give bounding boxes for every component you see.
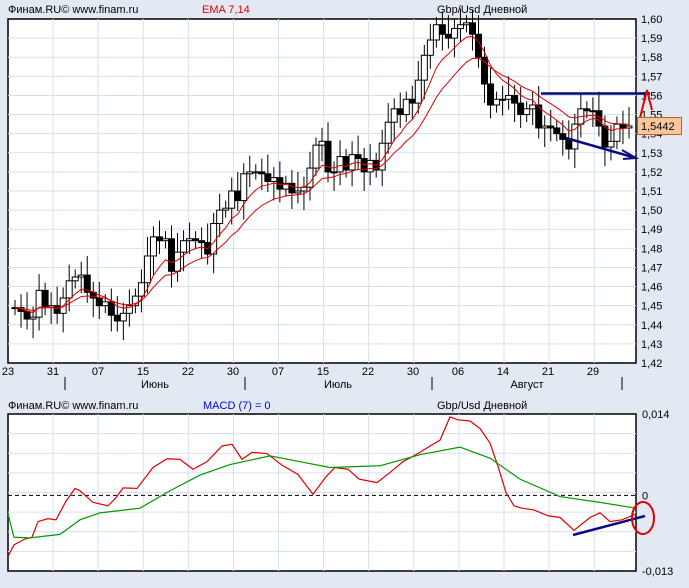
svg-text:14: 14 [497,366,509,378]
svg-text:30: 30 [227,366,239,378]
svg-text:0: 0 [642,490,648,502]
svg-text:1,47: 1,47 [641,262,662,274]
svg-text:31: 31 [47,366,59,378]
svg-text:1,59: 1,59 [641,33,662,45]
svg-text:1,49: 1,49 [641,224,662,236]
brand-label-top: Финам.RU© www.finam.ru [8,4,139,16]
svg-text:23: 23 [2,366,14,378]
svg-text:Август: Август [510,379,543,391]
svg-text:15: 15 [317,366,329,378]
svg-text:22: 22 [182,366,194,378]
current-price-tag: 1,5442 [637,117,682,135]
svg-text:Июль: Июль [324,379,352,391]
svg-text:07: 07 [92,366,104,378]
svg-text:1,60: 1,60 [641,14,662,26]
svg-text:0,014: 0,014 [642,409,670,421]
svg-text:-0,013: -0,013 [642,566,673,578]
svg-text:1,50: 1,50 [641,205,662,217]
chart-title-bottom: Gbp/Usd Дневной [437,400,528,412]
svg-text:1,46: 1,46 [641,282,662,294]
svg-text:1,53: 1,53 [641,148,662,160]
chart-title-top: Gbp/Usd Дневной [437,4,528,16]
svg-text:22: 22 [362,366,374,378]
macd-indicator-label: MACD (7) = 0 [203,400,271,412]
svg-text:15: 15 [137,366,149,378]
svg-text:07: 07 [272,366,284,378]
svg-text:1,42: 1,42 [641,358,662,370]
svg-text:21: 21 [542,366,554,378]
ema-indicator-label: EMA 7,14 [202,4,250,16]
svg-text:1,44: 1,44 [641,320,662,332]
svg-text:29: 29 [587,366,599,378]
brand-label-bottom: Финам.RU© www.finam.ru [8,400,139,412]
svg-text:30: 30 [407,366,419,378]
svg-text:1,52: 1,52 [641,167,662,179]
svg-text:1,48: 1,48 [641,243,662,255]
svg-text:Июнь: Июнь [141,379,169,391]
svg-text:1,45: 1,45 [641,301,662,313]
svg-text:1,57: 1,57 [641,71,662,83]
svg-text:1,51: 1,51 [641,186,662,198]
svg-text:06: 06 [452,366,464,378]
svg-text:1,43: 1,43 [641,339,662,351]
svg-text:1,58: 1,58 [641,52,662,64]
